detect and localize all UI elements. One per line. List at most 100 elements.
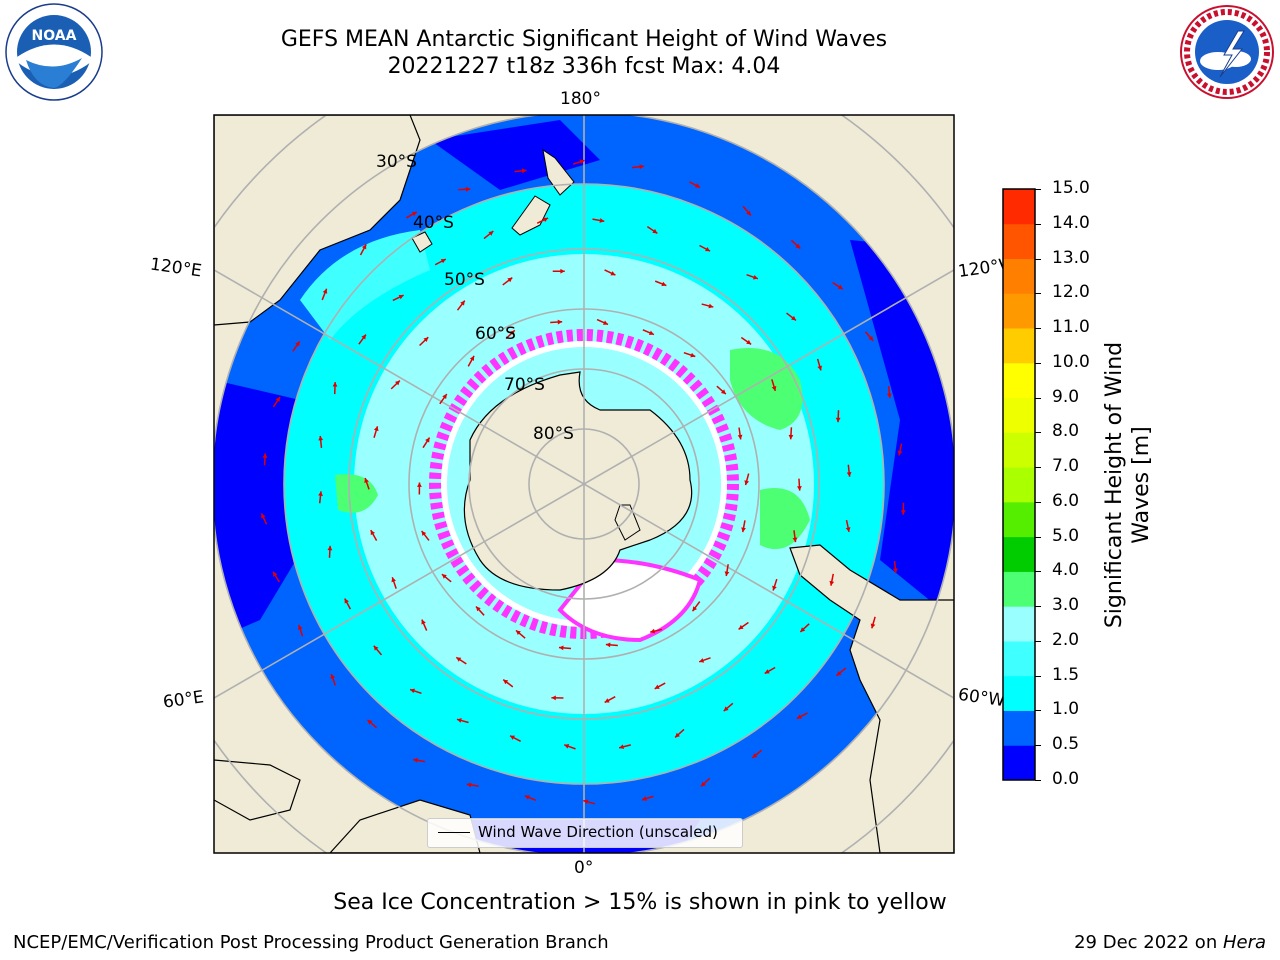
wave-direction-arrowhead	[835, 417, 841, 423]
wave-direction-arrowhead	[886, 393, 892, 398]
footer-host: Hera	[1222, 932, 1266, 953]
wave-direction-arrowhead	[772, 585, 777, 591]
wave-direction-arrowhead	[413, 757, 418, 763]
colorbar-band	[1003, 710, 1035, 746]
wave-direction-arrowhead	[699, 658, 705, 663]
colorbar-tick-label: 9.0	[1052, 386, 1080, 407]
colorbar-band	[1003, 571, 1035, 607]
wave-direction-arrowhead	[273, 571, 278, 577]
wave-direction-arrowhead	[708, 303, 714, 309]
wave-direction-arrowhead	[791, 315, 797, 321]
wave-direction-arrowhead	[675, 732, 680, 738]
wave-direction-arrowhead	[557, 319, 563, 325]
wave-direction-arrowhead	[367, 719, 373, 725]
colorbar-tick-mark	[1035, 397, 1041, 399]
wave-direction-arrowhead	[639, 164, 644, 170]
australia	[214, 115, 421, 326]
colorbar-tick-label: 15.0	[1052, 178, 1090, 198]
wave-direction-arrowhead	[507, 277, 513, 283]
wave-direction-arrowhead	[741, 527, 746, 533]
colorbar-band	[1003, 432, 1035, 468]
wave-direction-arrowhead	[771, 385, 777, 391]
wave-direction-arrowhead	[603, 320, 608, 325]
wave-direction-arrowhead	[411, 211, 417, 217]
wave-direction-arrowhead	[460, 300, 465, 306]
map-subtitle: 20221227 t18z 336h fcst Max: 4.04	[387, 54, 781, 79]
colorbar-tick-mark	[1035, 606, 1041, 608]
colorbar-label-line2: Waves [m]	[1129, 426, 1154, 544]
wave-direction-arrowhead	[425, 437, 430, 443]
wave-direction-arrowhead	[417, 482, 422, 487]
wave-direction-arrowhead	[456, 718, 462, 723]
wave-direction-arrowhead	[868, 335, 874, 341]
wave-direction-arrowhead	[792, 537, 798, 543]
colorbar-tick-label: 0.5	[1052, 734, 1080, 755]
lat-label-60s: 60°S	[475, 324, 516, 344]
wave-direction-arrowhead	[800, 627, 806, 632]
nz-south-island	[511, 195, 551, 236]
lat-label-80s: 80°S	[533, 424, 574, 444]
colorbar-tick-label: 4.0	[1052, 560, 1080, 581]
wave-direction-arrowhead	[797, 486, 802, 491]
colorbar-band	[1003, 536, 1035, 572]
wave-direction-arrowhead	[652, 228, 658, 234]
colorbar-tick-label: 14.0	[1052, 212, 1090, 233]
noaa-logo: NOAA	[5, 3, 103, 101]
wave-direction-arrowhead	[261, 513, 266, 519]
wave-direction-arrowhead	[817, 365, 823, 371]
lat-label-50s: 50°S	[444, 270, 485, 290]
wave-direction-arrowhead	[322, 288, 328, 294]
colorbar-tick-label: 7.0	[1052, 456, 1080, 477]
wave-direction-arrowhead	[746, 210, 751, 216]
wave-direction-arrowhead	[441, 574, 447, 579]
colorbar-tick-label: 6.0	[1052, 490, 1080, 511]
colorbar-tick-mark	[1035, 362, 1041, 364]
wave-direction-arrowhead	[650, 628, 656, 634]
wave-direction-arrowhead	[599, 218, 605, 223]
wave-direction-arrowhead	[695, 183, 701, 188]
wave-direction-arrowhead	[509, 330, 515, 336]
wave-direction-arrowhead	[752, 753, 758, 758]
colorbar-band	[1003, 362, 1035, 399]
weddell-ice	[557, 557, 703, 643]
wave-direction-arrowhead	[795, 243, 801, 249]
wave-direction-arrowhead	[551, 695, 556, 701]
wave-direction-arrowhead	[558, 645, 564, 651]
colorbar-tick-mark	[1035, 501, 1041, 503]
noaa-logo-text: NOAA	[32, 28, 77, 44]
colorbar-band	[1003, 293, 1035, 329]
wave-direction-arrowhead	[543, 217, 549, 223]
wave-direction-arrowhead	[398, 294, 404, 300]
colorbar-tick-label: 13.0	[1052, 247, 1090, 268]
wave-direction-arrowhead	[692, 606, 698, 612]
footer-credit: NCEP/EMC/Verification Post Processing Pr…	[13, 932, 609, 953]
lat-label-40s: 40°S	[413, 213, 454, 233]
wave-direction-arrowhead	[829, 580, 835, 586]
wave-direction-arrowhead	[641, 796, 647, 801]
wave-direction-arrowhead	[440, 259, 446, 264]
wave-direction-arrowhead	[318, 435, 324, 441]
wave-direction-arrowhead	[746, 339, 752, 345]
legend-line-swatch	[438, 832, 470, 833]
wave-direction-arrowhead	[330, 674, 336, 680]
wind-wave-arrows	[260, 159, 906, 805]
meridians	[214, 115, 954, 853]
nws-logo	[1180, 5, 1274, 99]
wave-direction-arrowhead	[421, 530, 427, 536]
colorbar-tick-mark	[1035, 536, 1041, 538]
lat-label-30s: 30°S	[376, 152, 417, 172]
wave-direction-arrowhead	[391, 577, 396, 583]
colorbar-tick-mark	[1035, 189, 1041, 190]
wave-direction-arrowhead	[705, 246, 711, 252]
colorbar-tick-label: 12.0	[1052, 282, 1090, 303]
wave-direction-arrowhead	[560, 268, 565, 274]
wave-direction-arrowhead	[442, 394, 447, 399]
wave-direction-arrowhead	[297, 624, 303, 630]
colorbar-tick-mark	[1035, 780, 1041, 781]
wave-direction-arrowhead	[764, 669, 770, 674]
wave-direction-arrowhead	[604, 698, 610, 703]
legend-label: Wind Wave Direction (unscaled)	[478, 823, 718, 841]
wave-direction-arrowhead	[364, 478, 369, 483]
colorbar-tick-label: 8.0	[1052, 421, 1080, 442]
